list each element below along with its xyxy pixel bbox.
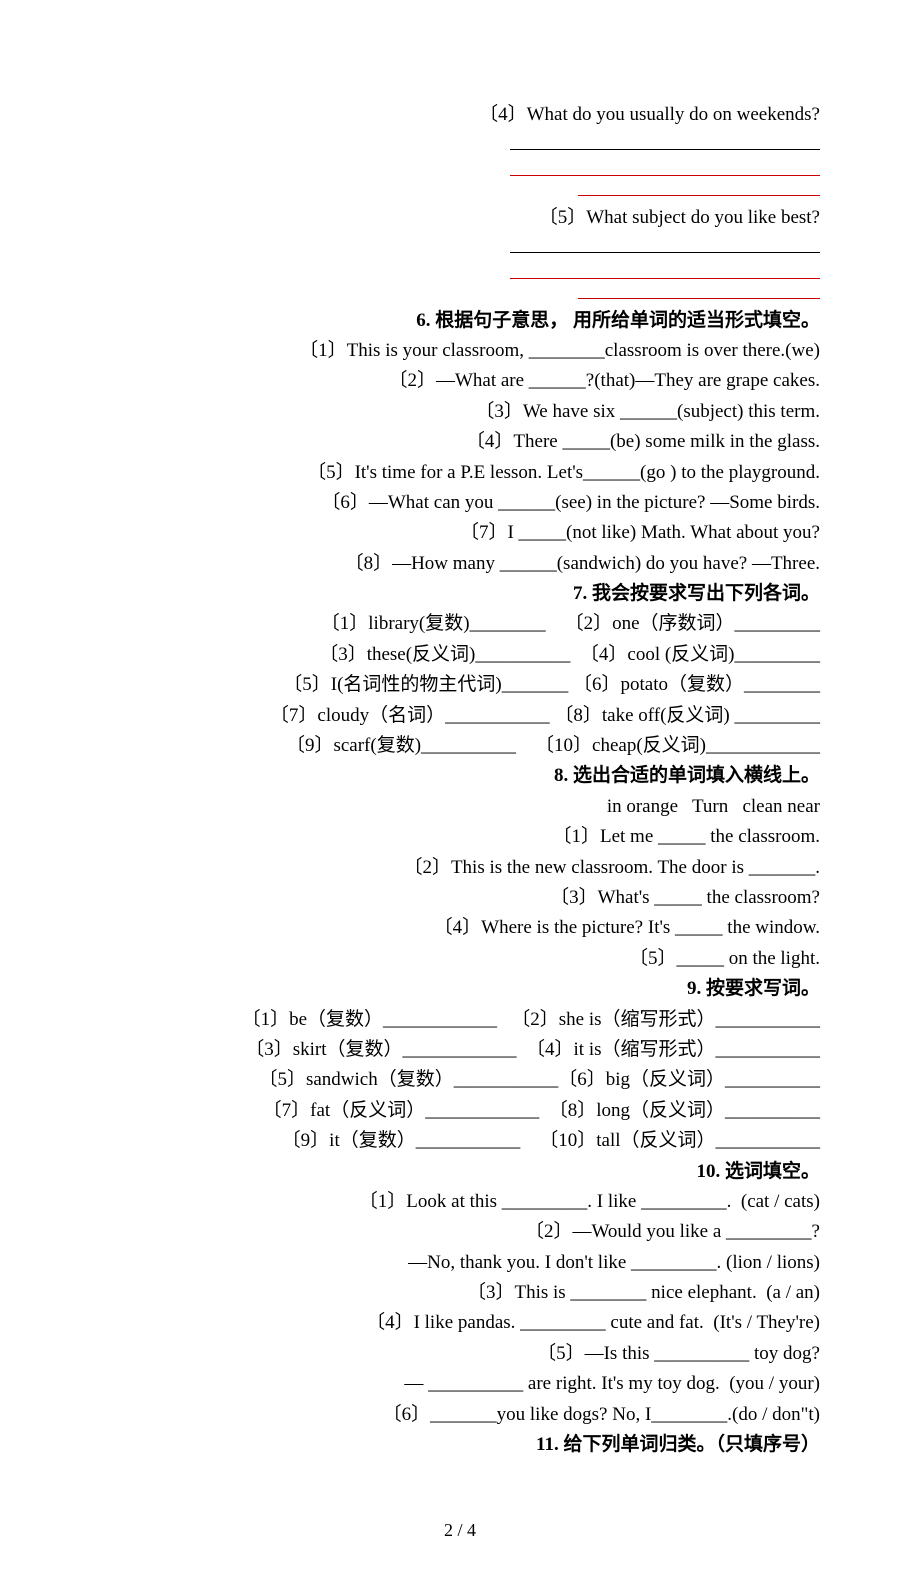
answer-blank-red (100, 266, 820, 284)
s9-row-4: 〔7〕fat（反义词）____________ 〔8〕long（反义词）____… (100, 1096, 820, 1126)
page-number: 2 / 4 (100, 1520, 820, 1541)
section-10-title: 10. 选词填空。 (100, 1157, 820, 1187)
s10-item-2: 〔2〕—Would you like a _________? (100, 1217, 820, 1247)
answer-blank-red (100, 286, 820, 304)
s10-item-5: 〔5〕—Is this __________ toy dog? (100, 1339, 820, 1369)
s7-row-4: 〔7〕cloudy（名词）___________ 〔8〕take off(反义词… (100, 701, 820, 731)
document-page: 〔4〕What do you usually do on weekends? 〔… (0, 0, 920, 1581)
s10-item-1: 〔1〕Look at this _________. I like ______… (100, 1187, 820, 1217)
section-6-title: 6. 根据句子意思， 用所给单词的适当形式填空。 (100, 306, 820, 336)
s10-item-2b: —No, thank you. I don't like _________. … (100, 1248, 820, 1278)
section-8-title: 8. 选出合适的单词填入横线上。 (100, 761, 820, 791)
section-11-title: 11. 给下列单词归类。（只填序号） (100, 1430, 820, 1460)
answer-blank-red (100, 163, 820, 181)
s6-item-4: 〔4〕There _____(be) some milk in the glas… (100, 427, 820, 457)
s7-row-5: 〔9〕scarf(复数)__________ 〔10〕cheap(反义词)___… (100, 731, 820, 761)
s9-row-3: 〔5〕sandwich（复数）___________〔6〕big（反义词）___… (100, 1065, 820, 1095)
section-7-title-text: 7. 我会按要求写出下列各词。 (573, 583, 820, 604)
s6-item-3: 〔3〕We have six ______(subject) this term… (100, 397, 820, 427)
section-7-title: 7. 我会按要求写出下列各词。 (100, 579, 820, 609)
s7-row-2: 〔3〕these(反义词)__________ 〔4〕cool (反义词)___… (100, 640, 820, 670)
q5-4-text: 〔4〕What do you usually do on weekends? (100, 100, 820, 130)
s8-item-5: 〔5〕_____ on the light. (100, 944, 820, 974)
s6-item-8: 〔8〕—How many ______(sandwich) do you hav… (100, 549, 820, 579)
s6-item-7: 〔7〕I _____(not like) Math. What about yo… (100, 518, 820, 548)
q5-5-text: 〔5〕What subject do you like best? (100, 203, 820, 233)
answer-blank (100, 233, 820, 263)
section-10-title-text: 10. 选词填空。 (696, 1161, 820, 1182)
s6-item-2: 〔2〕—What are ______?(that)—They are grap… (100, 366, 820, 396)
answer-blank-red (100, 183, 820, 201)
s9-row-5: 〔9〕it（复数）___________ 〔10〕tall（反义词）______… (100, 1126, 820, 1156)
section-6-title-text: 6. 根据句子意思， 用所给单词的适当形式填空。 (416, 310, 820, 331)
s7-row-3: 〔5〕I(名词性的物主代词)_______ 〔6〕potato（复数）_____… (100, 670, 820, 700)
s8-wordbox: in orange Turn clean near (100, 792, 820, 822)
s8-item-3: 〔3〕What's _____ the classroom? (100, 883, 820, 913)
s7-row-1: 〔1〕library(复数)________ 〔2〕one（序数词）______… (100, 609, 820, 639)
answer-blank (100, 130, 820, 160)
s10-item-4: 〔4〕I like pandas. _________ cute and fat… (100, 1308, 820, 1338)
s9-row-2: 〔3〕skirt（复数）____________ 〔4〕it is（缩写形式）_… (100, 1035, 820, 1065)
s6-item-5: 〔5〕It's time for a P.E lesson. Let's____… (100, 458, 820, 488)
s10-item-5b: — __________ are right. It's my toy dog.… (100, 1369, 820, 1399)
s8-item-1: 〔1〕Let me _____ the classroom. (100, 822, 820, 852)
s9-row-1: 〔1〕be（复数）____________ 〔2〕she is（缩写形式）___… (100, 1005, 820, 1035)
s10-item-3: 〔3〕This is ________ nice elephant. (a / … (100, 1278, 820, 1308)
section-8-title-text: 8. 选出合适的单词填入横线上。 (554, 765, 820, 786)
s6-item-6: 〔6〕—What can you ______(see) in the pict… (100, 488, 820, 518)
section-9-title-text: 9. 按要求写词。 (687, 978, 820, 999)
s10-item-6: 〔6〕_______you like dogs? No, I________.(… (100, 1400, 820, 1430)
section-11-title-text: 11. 给下列单词归类。（只填序号） (536, 1434, 820, 1455)
s8-item-4: 〔4〕Where is the picture? It's _____ the … (100, 913, 820, 943)
section-9-title: 9. 按要求写词。 (100, 974, 820, 1004)
s8-item-2: 〔2〕This is the new classroom. The door i… (100, 853, 820, 883)
s6-item-1: 〔1〕This is your classroom, ________class… (100, 336, 820, 366)
